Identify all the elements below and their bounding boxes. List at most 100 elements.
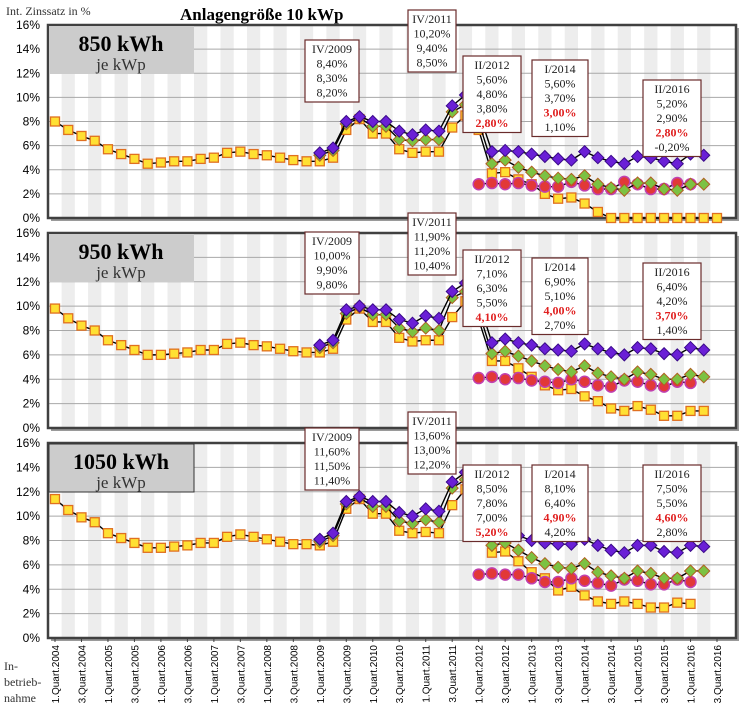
annotation-value: 11,20%	[414, 244, 451, 258]
data-point-green	[577, 359, 592, 373]
y-tick-label: 6%	[23, 558, 41, 572]
data-point-purple	[432, 504, 446, 518]
annotation-title: IV/2011	[412, 215, 452, 229]
data-point-purple	[670, 348, 684, 362]
data-point-green	[498, 153, 512, 167]
annotation-value: 2,90%	[657, 111, 688, 125]
x-tick-label: 1.Quart.2008	[263, 645, 274, 704]
data-point-green	[524, 550, 539, 565]
y-tick-label: 6%	[23, 348, 41, 362]
data-point-yellow	[420, 335, 431, 346]
data-point-purple	[419, 123, 433, 137]
data-point-purple	[604, 543, 618, 557]
data-point-red	[512, 568, 525, 581]
data-point-purple	[392, 312, 406, 327]
y-tick-label: 0%	[23, 421, 41, 435]
x-tick-label: 1.Quart.2013	[528, 645, 539, 704]
annotation-value: 2,80%	[476, 116, 509, 130]
data-point-yellow	[195, 537, 206, 549]
y-tick-label: 4%	[23, 372, 41, 386]
data-point-purple	[445, 475, 459, 489]
x-axis-label-line2: betrieb-	[4, 675, 41, 689]
data-point-yellow	[672, 212, 683, 224]
data-point-green	[564, 172, 579, 187]
annotation-value: 2,80%	[657, 525, 688, 539]
data-point-green	[670, 183, 684, 197]
x-tick-label: 3.Quart.2007	[236, 645, 247, 704]
y-tick-label: 10%	[16, 299, 40, 313]
y-axis-label: Int. Zinssatz in %	[6, 4, 91, 18]
data-point-red	[538, 375, 552, 388]
data-point-yellow	[129, 537, 140, 549]
data-point-purple	[551, 152, 565, 166]
data-point-yellow	[579, 391, 590, 402]
x-tick-label: 3.Quart.2005	[130, 645, 141, 704]
data-point-green	[604, 370, 618, 384]
data-point-red	[525, 572, 538, 585]
data-point-red	[644, 578, 658, 591]
data-point-yellow	[566, 383, 577, 395]
data-point-yellow	[248, 531, 259, 542]
annotation-value: 4,00%	[544, 304, 577, 318]
data-point-yellow	[63, 313, 74, 324]
data-point-purple	[379, 114, 393, 129]
x-tick-label: 1.Quart.2006	[157, 645, 168, 704]
data-point-yellow	[447, 311, 458, 323]
data-point-green	[392, 321, 406, 335]
data-point-yellow	[605, 212, 617, 224]
annotation-title: IV/2009	[312, 234, 352, 248]
annotation-value: 4,20%	[545, 525, 576, 539]
annotation-box	[642, 79, 702, 158]
annotation-box	[531, 257, 589, 336]
data-point-green	[538, 169, 552, 183]
data-point-green	[591, 366, 605, 380]
annotation-title: I/2014	[544, 62, 575, 76]
data-point-yellow	[155, 157, 167, 168]
data-point-purple	[405, 509, 420, 523]
x-tick-label: 3.Quart.2008	[289, 645, 300, 704]
data-point-purple	[670, 157, 684, 171]
x-tick-label: 3.Quart.2004	[77, 645, 88, 704]
data-point-purple	[657, 346, 671, 361]
data-point-yellow	[129, 153, 140, 165]
data-point-red	[578, 375, 591, 388]
annotation-value: 10,40%	[414, 259, 451, 273]
data-point-yellow	[221, 531, 233, 542]
data-point-green	[405, 516, 420, 531]
data-point-red	[538, 575, 552, 589]
annotation-box	[642, 262, 702, 341]
panel-label-unit: je kWp	[95, 55, 146, 74]
data-point-green	[657, 372, 671, 386]
data-point-purple	[683, 340, 698, 355]
data-point-red	[644, 379, 658, 392]
x-tick-label: 3.Quart.2012	[501, 645, 512, 704]
data-point-green	[644, 566, 658, 581]
data-point-green	[485, 346, 499, 361]
annotation-value: 8,10%	[545, 482, 576, 496]
data-point-yellow	[155, 542, 167, 553]
data-point-purple	[524, 147, 539, 161]
series-group	[49, 276, 711, 421]
data-point-green	[419, 132, 433, 147]
x-tick-label: 1.Quart.2004	[51, 645, 62, 704]
x-tick-label: 1.Quart.2010	[369, 645, 380, 704]
data-point-yellow	[169, 156, 180, 167]
data-point-green	[419, 513, 433, 527]
x-axis-ticks: 1.Quart.2004 3.Quart.2004 1.Quart.2005 3.Qu…	[51, 638, 724, 703]
y-tick-label: 2%	[23, 607, 41, 621]
data-point-yellow	[579, 198, 590, 209]
data-point-green	[670, 571, 684, 585]
data-point-red	[512, 371, 525, 385]
data-point-purple	[366, 303, 380, 317]
data-point-yellow	[301, 539, 312, 550]
annotation-title: II/2016	[654, 265, 689, 279]
